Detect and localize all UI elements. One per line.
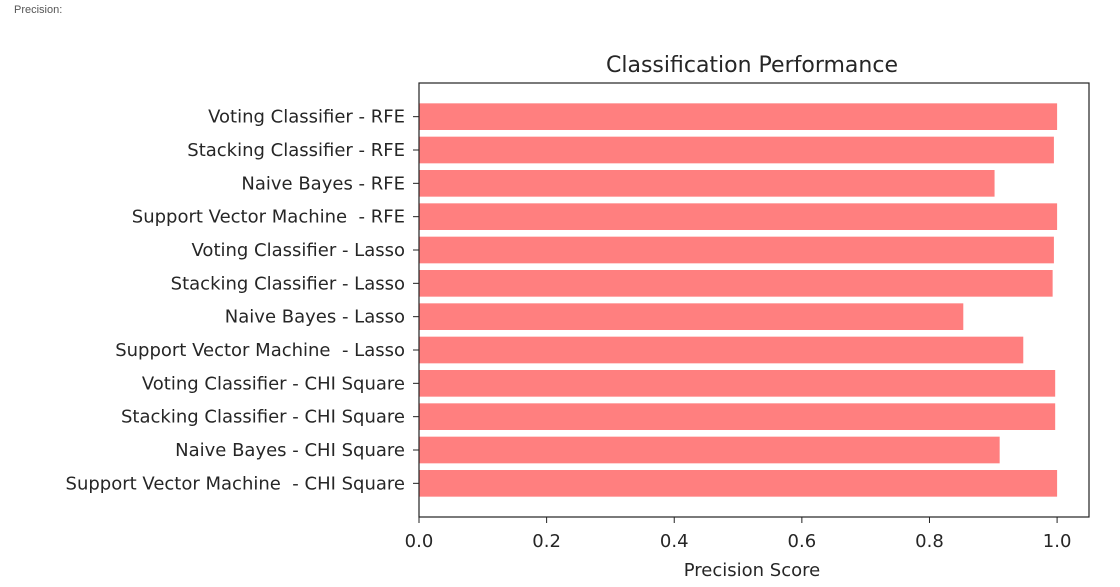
y-axis: Voting Classifier - RFE Stacking Classifi… bbox=[66, 107, 419, 494]
plot-frame bbox=[418, 82, 1090, 518]
bar bbox=[419, 336, 1024, 364]
bar bbox=[419, 403, 1056, 430]
y-tick-label: Stacking Classifier - CHI Square bbox=[121, 407, 405, 428]
bar bbox=[419, 470, 1058, 497]
y-tick-label: Voting Classifier - Lasso bbox=[192, 240, 405, 261]
y-tick-label: Support Vector Machine - RFE bbox=[132, 207, 405, 228]
bar bbox=[419, 203, 1058, 230]
x-tick-label: 0.0 bbox=[405, 531, 434, 552]
y-tick-label: Naive Bayes - Lasso bbox=[225, 307, 405, 328]
output-caption: Precision: bbox=[14, 4, 63, 16]
bar bbox=[419, 103, 1058, 130]
bar bbox=[419, 370, 1056, 397]
x-tick-label: 0.6 bbox=[788, 531, 817, 552]
y-tick-label: Voting Classifier - CHI Square bbox=[142, 373, 405, 394]
bar bbox=[419, 170, 995, 197]
bars-layer bbox=[419, 103, 1058, 497]
y-tick-label: Stacking Classifier - Lasso bbox=[171, 273, 405, 294]
bar bbox=[419, 303, 964, 330]
y-tick-label: Naive Bayes - CHI Square bbox=[175, 440, 405, 461]
x-tick-label: 0.4 bbox=[660, 531, 689, 552]
x-axis: 0.0 0.2 0.4 0.6 0.8 1.0 bbox=[405, 517, 1072, 552]
y-tick-label: Support Vector Machine - CHI Square bbox=[66, 473, 405, 494]
y-tick-label: Support Vector Machine - Lasso bbox=[115, 340, 405, 361]
y-tick-label: Stacking Classifier - RFE bbox=[187, 140, 405, 161]
y-tick-label: Voting Classifier - RFE bbox=[208, 107, 405, 128]
bar bbox=[419, 270, 1053, 297]
x-tick-label: 0.8 bbox=[915, 531, 944, 552]
bar bbox=[419, 136, 1054, 164]
x-tick-label: 1.0 bbox=[1043, 531, 1072, 552]
y-tick-label: Naive Bayes - RFE bbox=[241, 173, 405, 194]
bar bbox=[419, 436, 1000, 464]
chart-title: Classification Performance bbox=[606, 53, 898, 78]
bar bbox=[419, 236, 1054, 264]
x-axis-label: Precision Score bbox=[684, 560, 820, 581]
x-tick-label: 0.2 bbox=[532, 531, 561, 552]
